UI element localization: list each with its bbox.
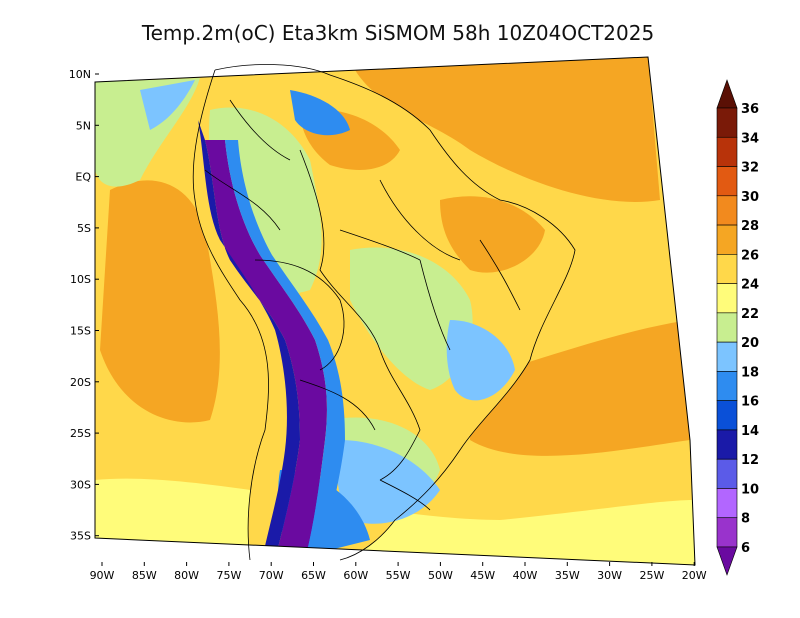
country-borders [192, 64, 576, 561]
colorbar-segment [716, 517, 738, 548]
border-brazil-south [379, 349, 421, 481]
border-colombia [229, 99, 291, 161]
ocean-warm-pacific [100, 180, 220, 423]
land-mild-central [350, 247, 473, 390]
colorbar-segment [716, 312, 738, 343]
border-peru [204, 169, 281, 231]
map-frame [94, 56, 696, 566]
lon-label: 20W [682, 569, 707, 582]
colorbar-segment [716, 458, 738, 489]
colorbar-segment [716, 400, 738, 431]
colorbar-label: 18 [741, 365, 759, 380]
lon-label: 85W [132, 569, 157, 582]
colorbar-label: 14 [741, 424, 759, 439]
land-cool-south [337, 440, 440, 524]
lon-label: 55W [386, 569, 411, 582]
lat-label: EQ [75, 171, 91, 184]
lat-label: 25S [70, 427, 91, 440]
colorbar-segment [716, 429, 738, 460]
west-coastline [192, 69, 269, 561]
colorbar-label: 36 [741, 102, 759, 117]
colorbar-label: 34 [741, 131, 759, 146]
colorbar-label: 26 [741, 248, 759, 263]
lat-label: 5N [76, 119, 91, 132]
border-argentina [299, 379, 376, 431]
andes-east-slope [225, 140, 345, 560]
colorbar-label: 16 [741, 395, 759, 410]
border-brazil-west [299, 149, 381, 351]
colorbar-label: 8 [741, 512, 750, 527]
colorbar-top-arrow [716, 79, 738, 109]
colorbar-label: 6 [741, 541, 750, 556]
andes-cool-edge [198, 120, 300, 560]
brazil-states-4 [339, 229, 421, 261]
colorbar-segment [716, 283, 738, 314]
colorbar-bottom-arrow [716, 546, 738, 576]
colorbar-label: 20 [741, 336, 759, 351]
colorbar-segment [716, 371, 738, 401]
lon-label: 90W [90, 569, 115, 582]
lon-label: 60W [343, 569, 368, 582]
colorbar-segment [716, 107, 738, 138]
land-cool-north [290, 90, 350, 136]
brazil-states-3 [479, 239, 521, 311]
lon-label: 30W [597, 569, 622, 582]
lat-label: 30S [70, 478, 91, 491]
lon-label: 65W [301, 569, 326, 582]
lat-label: 10S [70, 273, 91, 286]
colorbar-label: 10 [741, 482, 759, 497]
lat-label: 20S [70, 376, 91, 389]
ocean-warm-north-atlantic [355, 57, 660, 202]
colorbar-segment [716, 341, 738, 372]
brazil-states-1 [379, 179, 461, 261]
lon-label: 25W [639, 569, 664, 582]
colorbar-segment [716, 136, 738, 167]
colorbar-segment [716, 488, 738, 519]
lon-label: 75W [216, 569, 241, 582]
ocean-warm-south-atlantic [470, 320, 690, 456]
land-cool-southeast [446, 320, 515, 401]
map-domain [95, 57, 695, 565]
colorbar-label: 28 [741, 219, 759, 234]
colorbar-segment [716, 254, 738, 284]
colorbar-segment [716, 166, 738, 197]
colorbar-label: 32 [741, 161, 759, 176]
colorbar: 6 8 10 12 14 16 18 20 22 24 26 28 30 32 34 36 [716, 79, 759, 576]
lon-label: 70W [259, 569, 284, 582]
border-uruguay [379, 479, 431, 511]
lon-label: 45W [470, 569, 495, 582]
lat-label: 10N [69, 68, 91, 81]
border-bolivia [254, 259, 345, 371]
ocean-cool-pacific-north-2 [140, 80, 195, 130]
lon-label: 50W [428, 569, 453, 582]
colorbar-label: 22 [741, 307, 759, 322]
colorbar-label: 24 [741, 278, 759, 293]
colorbar-segment [716, 195, 738, 226]
ocean-cool-south [95, 478, 695, 565]
colorbar-label: 30 [741, 190, 759, 205]
latitude-labels: 10N 5N EQ 5S 10S 15S 20S 25S 30S 35S [69, 68, 99, 543]
lon-label: 35W [555, 569, 580, 582]
lon-label: 80W [174, 569, 199, 582]
land-hot-northeast [440, 196, 545, 273]
colorbar-label: 12 [741, 453, 759, 468]
lat-label: 5S [77, 222, 91, 235]
brazil-states-2 [419, 259, 451, 351]
lat-label: 35S [70, 530, 91, 543]
colorbar-segment [716, 224, 738, 255]
coastline [214, 64, 576, 561]
andes-cold-band [205, 140, 327, 560]
lat-label: 15S [70, 325, 91, 338]
longitude-labels: 90W 85W 80W 75W 70W 65W 60W 55W 50W 45W 40W 35W 30W 2… [90, 562, 707, 582]
lon-label: 40W [513, 569, 538, 582]
map-title: Temp.2m(oC) Eta3km SiSMOM 58h 10Z04OCT20… [141, 21, 654, 45]
